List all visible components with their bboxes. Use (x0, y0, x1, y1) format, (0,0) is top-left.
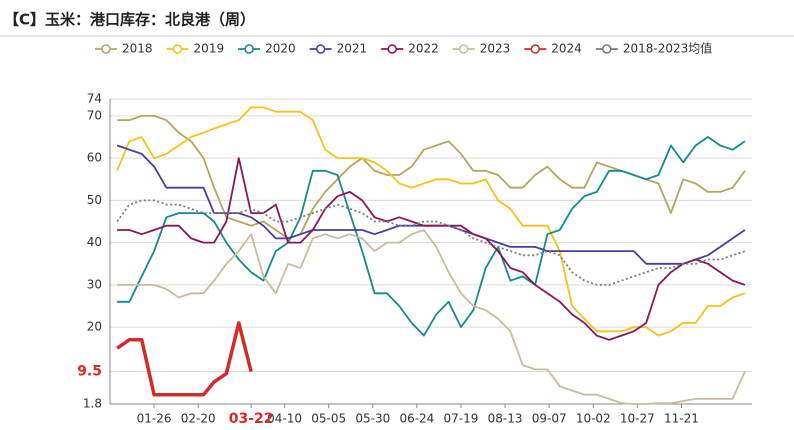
x-tick-label: 09-07 (532, 412, 567, 426)
x-tick-label: 11-21 (664, 412, 699, 426)
series-line (116, 199, 746, 286)
series-line (117, 157, 746, 341)
x-tick-label: 08-13 (488, 412, 523, 426)
series-line (116, 321, 253, 397)
series-line (117, 136, 746, 337)
legend-label: 2021 (337, 42, 368, 56)
chart-title: 【C】玉米：港口库存：北良港（周） (4, 11, 255, 29)
legend-marker (101, 44, 111, 54)
legend-marker (244, 44, 254, 54)
legend-marker (602, 44, 612, 54)
x-tick-label: 01-26 (137, 412, 172, 426)
legend-label: 2020 (265, 42, 296, 56)
y-tick-label: 70 (87, 108, 102, 122)
legend-marker (172, 44, 183, 54)
y-tick-label: 40 (87, 235, 102, 249)
legend-item: 2018 (95, 42, 153, 56)
y-tick-label: 1.8 (83, 397, 102, 411)
legend-item: 2021 (309, 42, 368, 56)
x-tick-label: 10-02 (576, 412, 611, 426)
y-tick-label: 50 (87, 193, 102, 207)
legend-label: 2018 (122, 42, 153, 56)
y-tick-label: 74 (87, 92, 102, 106)
y-tick-label: 9.5 (77, 363, 102, 379)
legend-label: 2023 (480, 42, 511, 56)
y-tick-label: 60 (87, 151, 102, 165)
x-tick-label: 06-24 (399, 412, 434, 426)
x-tick-label: 10-27 (620, 412, 655, 426)
legend-label: 2018-2023均值 (623, 41, 712, 56)
legend-item: 2020 (238, 42, 296, 56)
legend-label: 2024 (551, 42, 582, 56)
x-tick-label: 05-30 (355, 412, 390, 426)
legend-item: 2022 (381, 42, 439, 56)
y-tick-label: 30 (87, 277, 102, 291)
x-tick-label: 02-20 (181, 412, 216, 426)
legend-marker (315, 44, 326, 54)
legend-label: 2022 (408, 42, 439, 56)
legend-label: 2019 (194, 42, 225, 56)
legend-marker (530, 44, 541, 54)
x-tick-label: 04-10 (267, 412, 302, 426)
legend-item: 2018-2023均值 (595, 41, 712, 56)
x-tick-label: 05-05 (311, 412, 346, 426)
legend-marker (387, 44, 397, 54)
legend-item: 2019 (166, 42, 225, 56)
legend-item: 2023 (452, 42, 511, 56)
series-line (116, 144, 746, 265)
legend-marker (458, 44, 469, 54)
x-tick-label: 07-19 (444, 412, 479, 426)
x-tick-label: 03-22 (229, 411, 274, 427)
legend-item: 2024 (524, 42, 582, 56)
y-tick-label: 20 (87, 320, 102, 334)
series-line (117, 229, 746, 405)
